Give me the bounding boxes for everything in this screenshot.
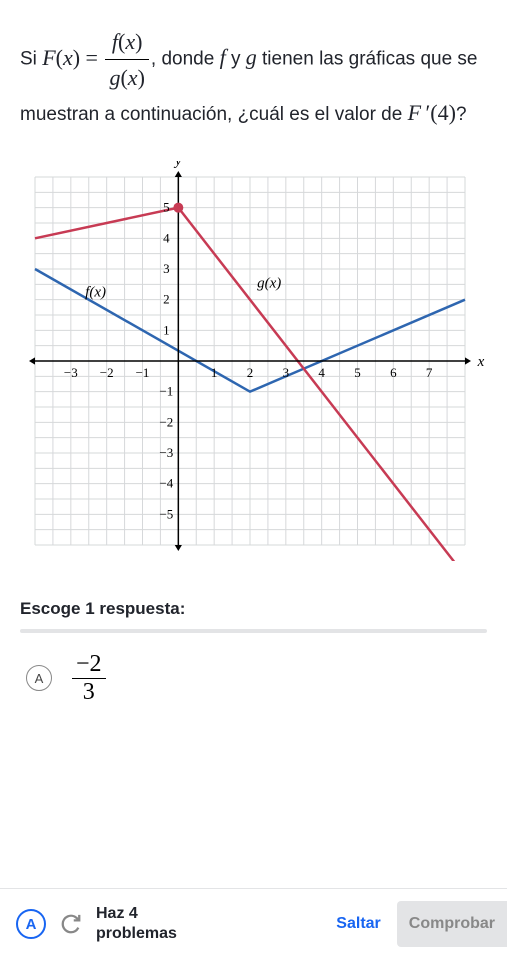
svg-text:−1: −1 (135, 365, 149, 380)
svg-text:4: 4 (163, 230, 170, 245)
answer-prompt: Escoge 1 respuesta: (20, 599, 487, 619)
svg-text:f(x): f(x) (85, 284, 106, 300)
svg-text:6: 6 (390, 365, 397, 380)
svg-text:4: 4 (318, 365, 325, 380)
answer-section: Escoge 1 respuesta: A −2 3 (0, 599, 507, 706)
svg-text:x: x (476, 354, 484, 370)
redo-icon[interactable] (60, 913, 82, 935)
mastery-badge-icon[interactable]: A (16, 909, 46, 939)
svg-text:3: 3 (282, 365, 289, 380)
svg-text:3: 3 (163, 261, 170, 276)
svg-text:1: 1 (163, 322, 170, 337)
svg-text:−5: −5 (159, 506, 173, 521)
skip-button[interactable]: Saltar (336, 915, 380, 933)
svg-text:5: 5 (163, 199, 170, 214)
graph-svg: −3 −2 −1 1 2 3 4 5 6 7 −5 −4 −3 −2 −1 1 2 3 4 5 y x f(x) g(x) (19, 161, 489, 561)
choice-radio-A[interactable]: A (26, 665, 52, 691)
bottom-bar: A Haz 4 problemas Saltar Comprobar (0, 888, 507, 959)
svg-text:2: 2 (246, 365, 253, 380)
check-button[interactable]: Comprobar (397, 901, 507, 947)
svg-text:2: 2 (163, 291, 170, 306)
answer-divider (20, 629, 487, 633)
progress-line1: Haz 4 (96, 904, 177, 924)
svg-text:5: 5 (354, 365, 361, 380)
progress-line2: problemas (96, 924, 177, 944)
svg-text:−2: −2 (99, 365, 113, 380)
q-y: y (226, 49, 246, 70)
g-var: g (246, 45, 257, 70)
choice-A-num: −2 (72, 651, 106, 679)
q-donde: , donde (151, 49, 220, 70)
svg-text:1: 1 (210, 365, 217, 380)
frac-num: f(x) (105, 24, 148, 60)
svg-text:7: 7 (425, 365, 432, 380)
progress-text-wrap: Haz 4 problemas (96, 904, 177, 944)
question-text: Si F(x) = f(x) g(x) , donde f y g tienen… (20, 24, 487, 131)
svg-text:−4: −4 (159, 475, 173, 490)
choice-A[interactable]: A −2 3 (20, 651, 487, 706)
svg-text:−2: −2 (159, 414, 173, 429)
q-mark: ? (456, 104, 467, 125)
graph-container: −3 −2 −1 1 2 3 4 5 6 7 −5 −4 −3 −2 −1 1 2 3 4 5 y x f(x) g(x) (0, 161, 507, 571)
svg-text:y: y (172, 161, 181, 169)
choice-A-value: −2 3 (70, 651, 108, 706)
F-prime: F ′(4) (408, 100, 456, 125)
svg-text:−3: −3 (63, 365, 77, 380)
svg-text:−1: −1 (159, 383, 173, 398)
F-of-x: F(x) = f(x) g(x) (42, 45, 151, 70)
fraction: f(x) g(x) (105, 24, 148, 95)
frac-den: g(x) (105, 60, 148, 95)
question-block: Si F(x) = f(x) g(x) , donde f y g tienen… (0, 0, 507, 131)
q-prefix: Si (20, 49, 42, 70)
svg-text:g(x): g(x) (257, 275, 281, 291)
choice-A-den: 3 (72, 679, 106, 706)
svg-text:−3: −3 (159, 445, 173, 460)
